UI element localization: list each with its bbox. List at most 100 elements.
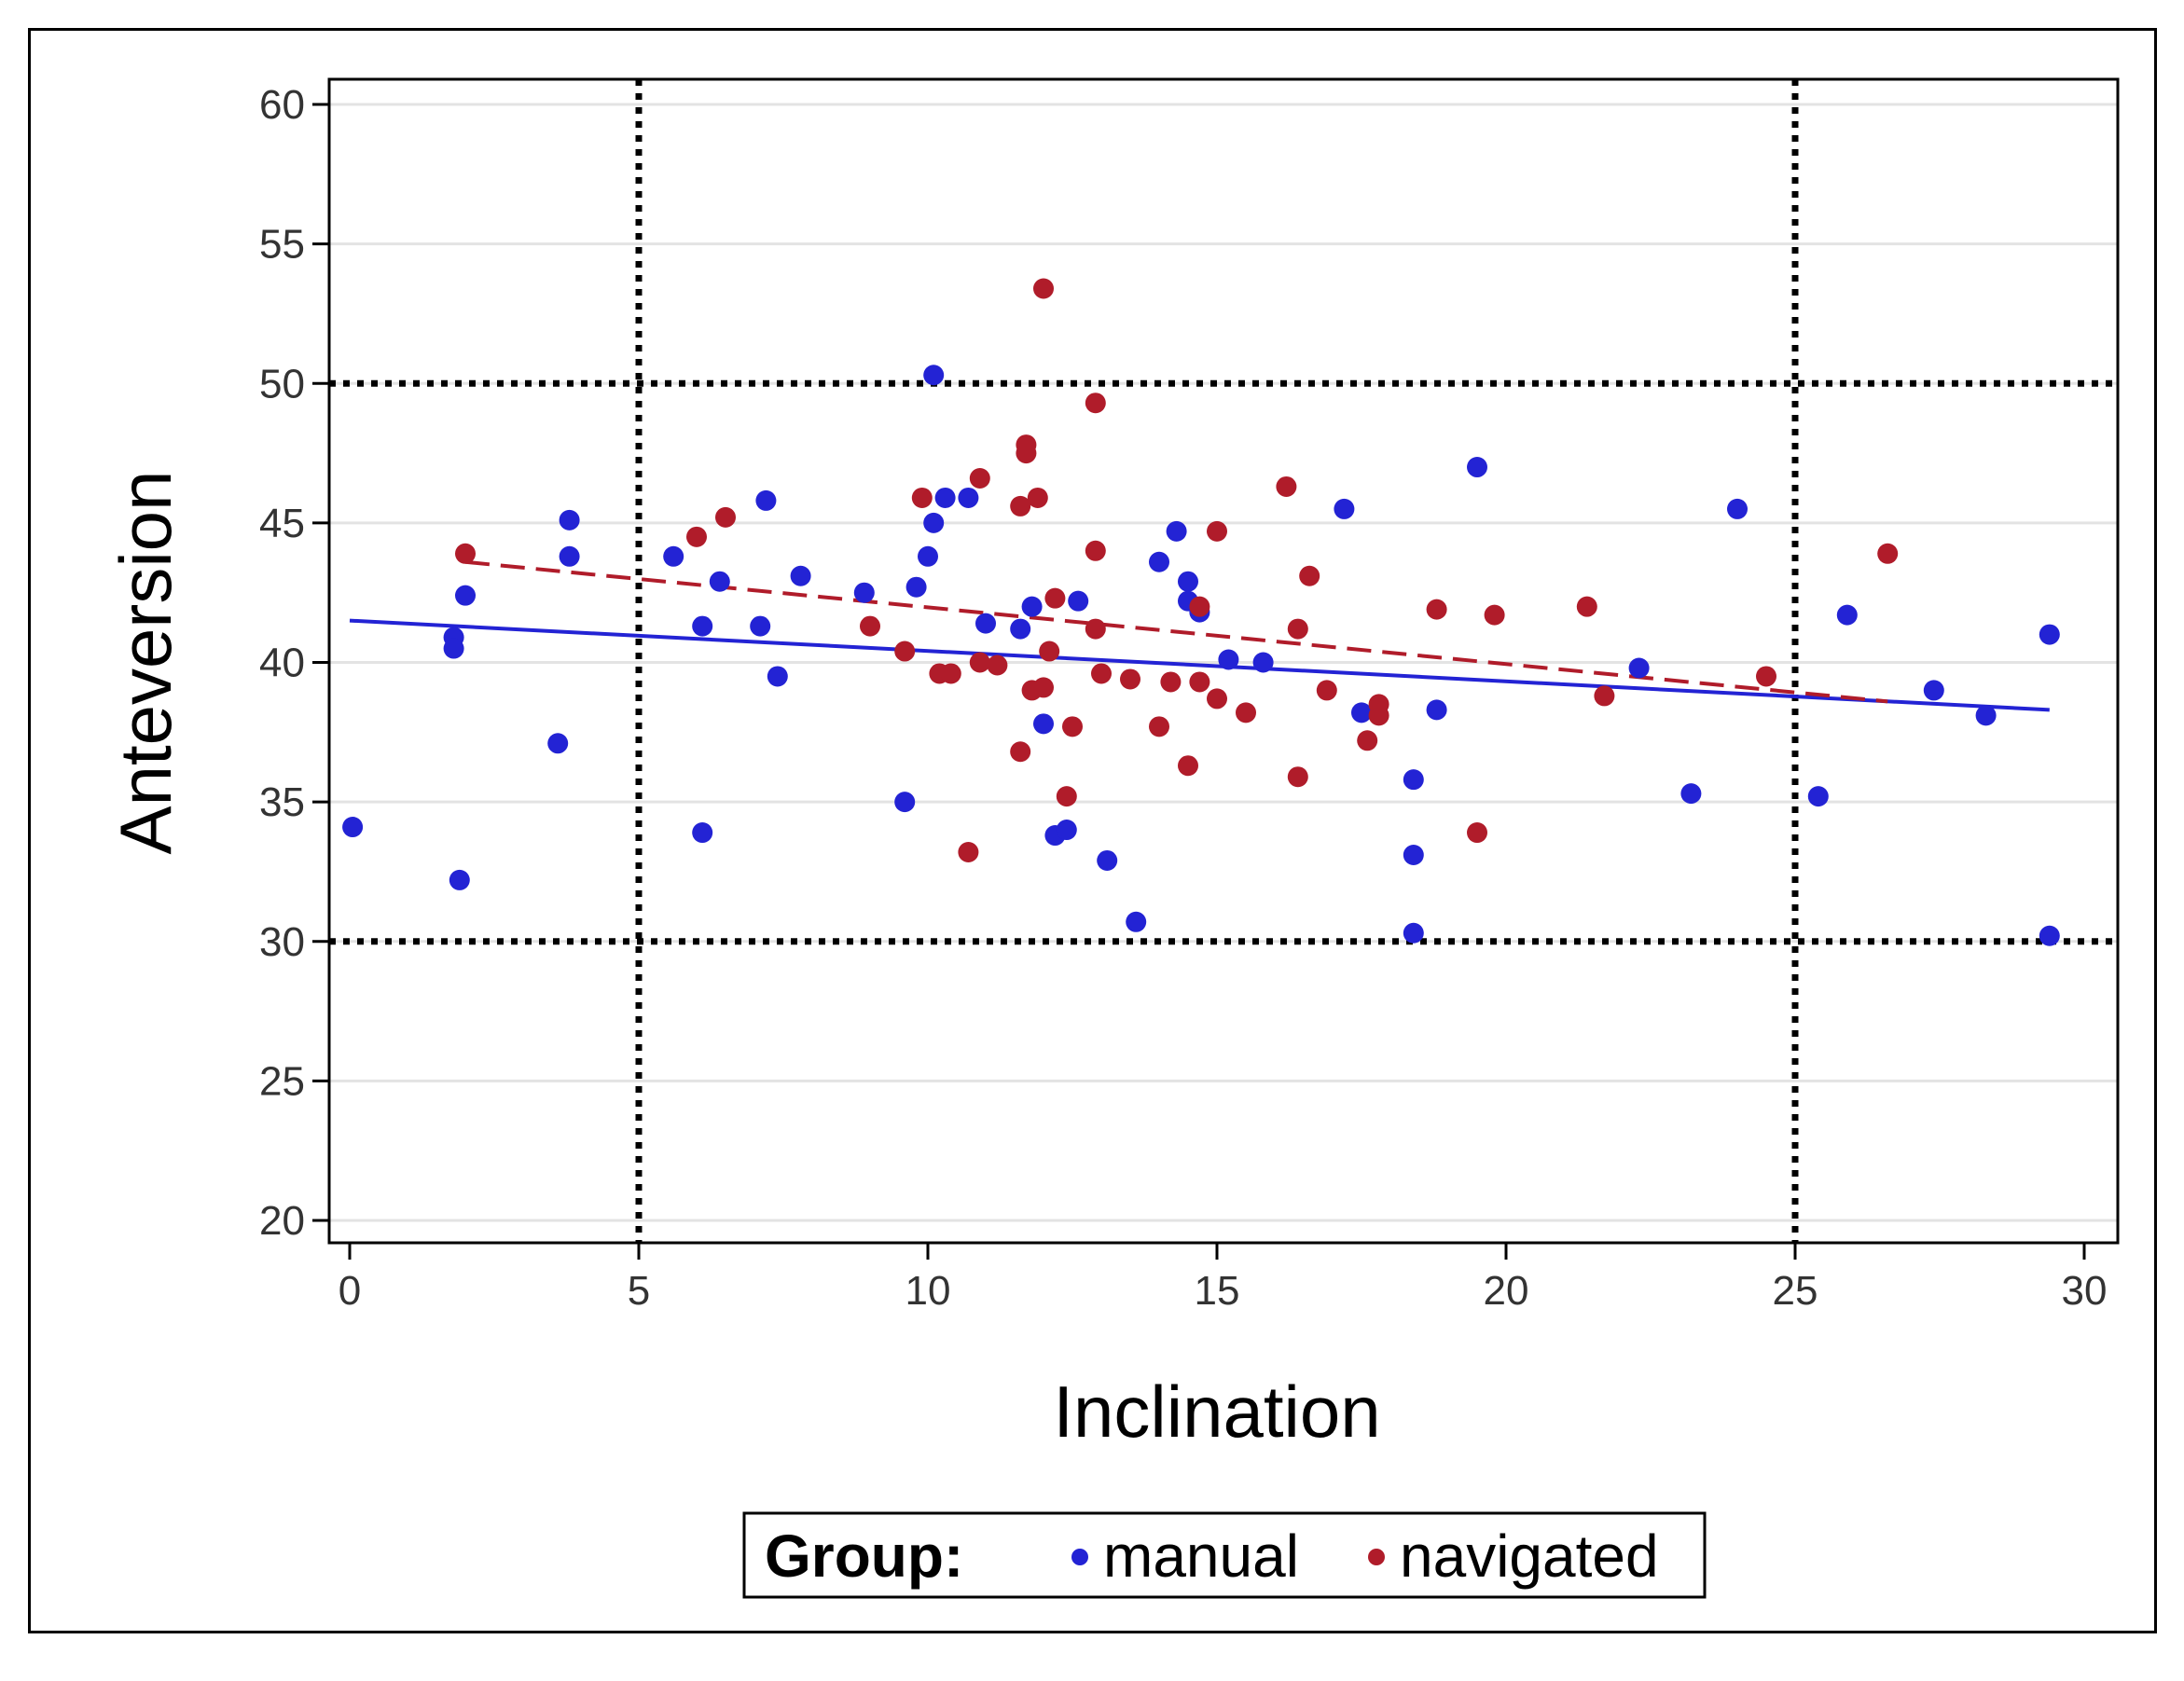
point-manual: [934, 487, 956, 508]
point-navigated: [1276, 475, 1297, 497]
point-manual: [1021, 596, 1043, 617]
legend-title: Group:: [765, 1523, 963, 1590]
x-tick-label: 15: [1195, 1268, 1240, 1314]
trend-line-navigated: [464, 559, 1888, 704]
point-navigated: [1091, 663, 1112, 684]
point-navigated: [1085, 393, 1106, 414]
point-navigated: [1207, 688, 1227, 710]
point-manual: [767, 666, 788, 687]
point-navigated: [1178, 755, 1198, 777]
point-navigated: [1576, 596, 1597, 617]
point-navigated: [969, 467, 990, 489]
point-navigated: [1236, 702, 1256, 723]
point-manual: [975, 613, 996, 634]
point-navigated: [894, 641, 916, 662]
point-manual: [790, 565, 811, 586]
point-manual: [918, 545, 938, 567]
point-manual: [905, 576, 927, 598]
point-manual: [709, 571, 730, 592]
point-manual: [1426, 699, 1447, 721]
point-manual: [1033, 713, 1054, 735]
point-navigated: [987, 654, 1008, 676]
x-tick-label: 25: [1773, 1268, 1818, 1314]
point-manual: [1068, 590, 1089, 612]
point-manual: [853, 582, 875, 603]
point-manual: [455, 585, 476, 606]
point-manual: [1178, 571, 1198, 592]
point-navigated: [455, 543, 476, 564]
data-points: [342, 278, 2060, 946]
point-manual: [1403, 922, 1424, 944]
point-manual: [1252, 652, 1274, 673]
point-manual: [1097, 849, 1118, 871]
point-manual: [1166, 520, 1187, 542]
point-navigated: [1368, 705, 1389, 726]
point-navigated: [1357, 730, 1378, 751]
point-navigated: [1010, 741, 1031, 763]
legend: Group: manual navigated: [742, 1511, 1707, 1599]
point-navigated: [715, 506, 736, 528]
figure-frame: 0 5 10 15 20 25 30 20 25 30 35 40 45 50 55 60 Inclinat…: [28, 28, 2157, 1633]
x-tick-label: 20: [1484, 1268, 1529, 1314]
legend-box: [742, 1511, 1707, 1599]
point-navigated: [1287, 766, 1308, 788]
y-tick-label: 25: [259, 1058, 305, 1104]
point-navigated: [1044, 587, 1066, 609]
point-manual: [1403, 769, 1424, 791]
y-tick-label: 45: [259, 501, 305, 546]
point-navigated: [1189, 671, 1210, 693]
point-navigated: [958, 841, 979, 862]
point-manual: [1807, 786, 1829, 807]
point-manual: [1836, 604, 1858, 626]
point-manual: [894, 792, 916, 813]
y-tick-label: 60: [259, 82, 305, 128]
point-navigated: [1039, 641, 1060, 662]
point-navigated: [1062, 716, 1083, 737]
point-navigated: [1877, 543, 1899, 564]
point-manual: [1056, 820, 1077, 841]
point-manual: [547, 733, 569, 754]
point-navigated: [860, 615, 880, 637]
point-navigated: [1056, 786, 1077, 807]
point-navigated: [911, 487, 933, 508]
point-navigated: [1149, 716, 1169, 737]
point-manual: [2039, 925, 2060, 946]
x-tick-label: 10: [905, 1268, 951, 1314]
y-axis-title: Anteversion: [104, 471, 187, 855]
point-manual: [923, 365, 945, 386]
point-navigated: [1467, 822, 1487, 844]
point-manual: [692, 615, 713, 637]
x-tick-label: 0: [339, 1268, 361, 1314]
point-navigated: [1299, 565, 1320, 586]
point-navigated: [1207, 520, 1227, 542]
point-navigated: [1027, 487, 1048, 508]
point-manual: [663, 545, 684, 567]
point-manual: [923, 512, 945, 533]
point-manual: [1010, 618, 1031, 640]
point-navigated: [1316, 680, 1337, 701]
y-tick-label: 35: [259, 779, 305, 825]
y-tick-label: 40: [259, 641, 305, 686]
y-tick-label: 30: [259, 919, 305, 965]
point-manual: [1975, 705, 1997, 726]
point-navigated: [686, 526, 707, 547]
point-navigated: [1756, 666, 1776, 687]
point-navigated: [1085, 540, 1106, 561]
y-tick-label: 20: [259, 1198, 305, 1244]
reference-lines: [329, 79, 2118, 1243]
y-axis-ticks: 20 25 30 35 40 45 50 55 60: [259, 82, 329, 1244]
point-manual: [692, 822, 713, 844]
point-navigated: [1287, 618, 1308, 640]
point-manual: [750, 615, 771, 637]
point-navigated: [1160, 671, 1182, 693]
x-tick-label: 5: [628, 1268, 650, 1314]
point-manual: [1149, 551, 1169, 572]
point-navigated: [969, 652, 990, 673]
point-navigated: [1484, 604, 1505, 626]
point-manual: [342, 817, 364, 838]
point-navigated: [1426, 599, 1447, 620]
point-manual: [449, 869, 470, 890]
point-manual: [1628, 657, 1650, 679]
point-manual: [1351, 702, 1372, 723]
point-manual: [1126, 911, 1147, 932]
